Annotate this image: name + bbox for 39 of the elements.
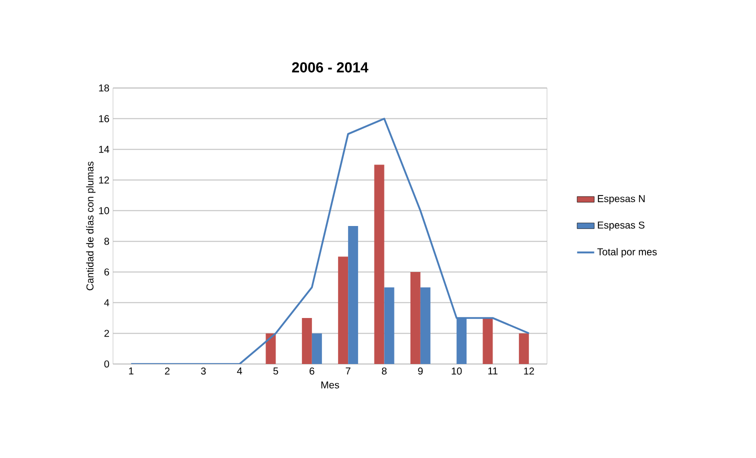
bar: [302, 318, 312, 364]
x-tick-label: 11: [488, 368, 498, 374]
y-tick-label: 6: [104, 268, 110, 276]
x-tick-label: 9: [418, 368, 423, 375]
x-axis-title: Mes: [321, 381, 340, 388]
legend-label: Total por mes: [597, 248, 657, 258]
bar: [374, 164, 384, 364]
y-tick-label: 2: [104, 330, 109, 337]
chart-title: 2006 - 2014: [292, 62, 368, 72]
legend-label: Espesas N: [598, 195, 645, 204]
y-tick-label: 14: [99, 146, 110, 153]
x-tick-label: 10: [452, 368, 462, 375]
bar: [338, 256, 348, 364]
y-tick-label: 12: [99, 176, 109, 184]
y-axis-title: Cantidad de días con plumas: [86, 162, 96, 290]
bar: [348, 226, 358, 364]
x-tick-label: 1: [129, 368, 134, 374]
x-tick-label: 12: [524, 368, 534, 374]
legend-label: Espesas S: [598, 222, 644, 231]
x-tick-label: 2: [164, 368, 170, 374]
y-tick-label: 8: [104, 238, 110, 245]
bar: [482, 318, 493, 364]
bar: [266, 333, 276, 364]
bar: [420, 287, 430, 364]
bar: [312, 333, 322, 364]
x-tick-label: 5: [273, 368, 278, 374]
x-tick-label: 6: [310, 368, 314, 375]
x-tick-label: 7: [346, 368, 350, 374]
x-tick-label: 8: [382, 368, 387, 375]
y-tick-label: 16: [99, 115, 110, 122]
x-tick-label: 4: [237, 368, 242, 374]
y-tick-label: 4: [104, 299, 110, 306]
y-tick-label: 0: [104, 360, 110, 368]
y-tick-label: 10: [99, 207, 110, 214]
y-tick-label: 18: [99, 84, 110, 92]
bar: [384, 287, 394, 364]
bar: [410, 272, 420, 364]
bar: [518, 333, 529, 364]
x-tick-label: 3: [201, 368, 206, 375]
